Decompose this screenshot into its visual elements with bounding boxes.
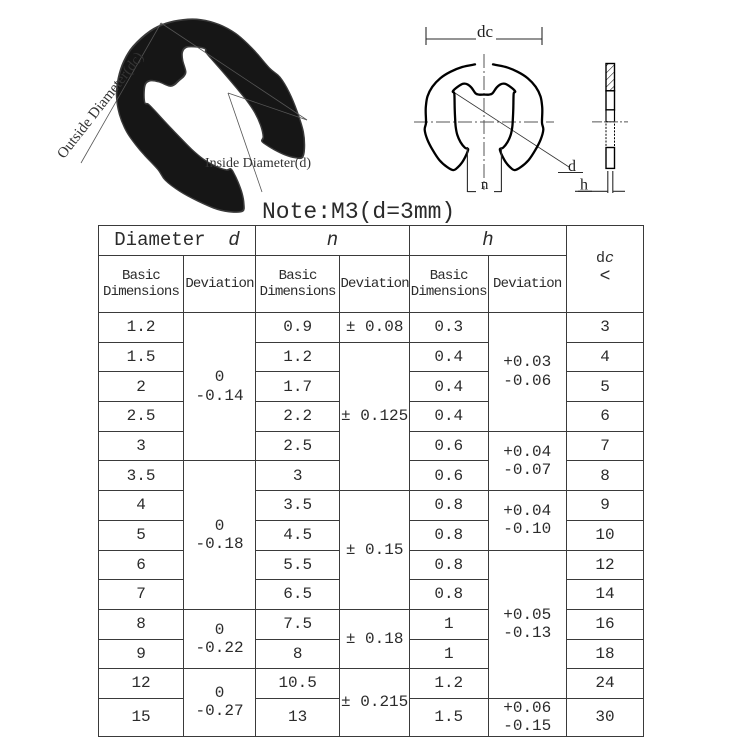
svg-text:n: n bbox=[481, 177, 489, 193]
svg-text:dc: dc bbox=[477, 22, 494, 41]
svg-text:Inside Diameter(d): Inside Diameter(d) bbox=[205, 156, 311, 171]
